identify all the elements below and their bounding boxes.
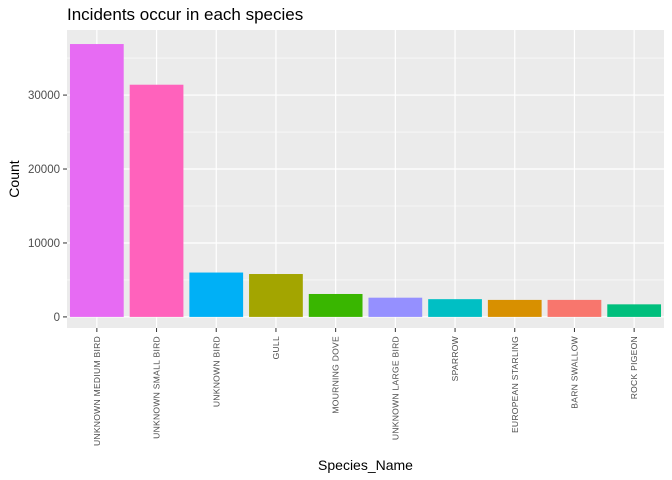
y-axis: 0 10000 20000 30000 <box>28 90 67 324</box>
y-tick-label: 30000 <box>28 90 60 102</box>
y-tick-label: 0 <box>54 312 60 324</box>
bar <box>547 299 602 317</box>
bar <box>129 84 184 317</box>
bar <box>308 293 363 317</box>
y-tick-label: 20000 <box>28 164 60 176</box>
bar <box>69 44 124 317</box>
bar <box>607 304 662 317</box>
x-tick-label: UNKNOWN LARGE BIRD <box>390 336 400 440</box>
x-axis: UNKNOWN MEDIUM BIRD UNKNOWN SMALL BIRD UNK… <box>92 328 639 446</box>
chart-title: Incidents occur in each species <box>67 5 304 24</box>
y-tick-label: 10000 <box>28 238 60 250</box>
x-axis-title: Species_Name <box>318 457 413 473</box>
x-tick-label: UNKNOWN BIRD <box>211 336 221 407</box>
x-tick-label: UNKNOWN MEDIUM BIRD <box>92 336 102 446</box>
x-tick-label: SPARROW <box>450 336 460 381</box>
x-tick-label: ROCK PIGEON <box>629 336 639 399</box>
x-tick-label: UNKNOWN SMALL BIRD <box>152 336 162 439</box>
bar <box>428 299 482 317</box>
bars <box>69 44 662 317</box>
x-tick-label: EUROPEAN STARLING <box>510 336 520 433</box>
x-tick-label: BARN SWALLOW <box>569 336 579 409</box>
bar <box>189 272 244 317</box>
bar <box>487 299 542 317</box>
x-tick-label: MOURNING DOVE <box>331 336 341 414</box>
y-axis-title: Count <box>6 160 22 197</box>
bar <box>368 297 423 317</box>
x-tick-label: GULL <box>271 336 281 359</box>
bar <box>249 274 303 317</box>
